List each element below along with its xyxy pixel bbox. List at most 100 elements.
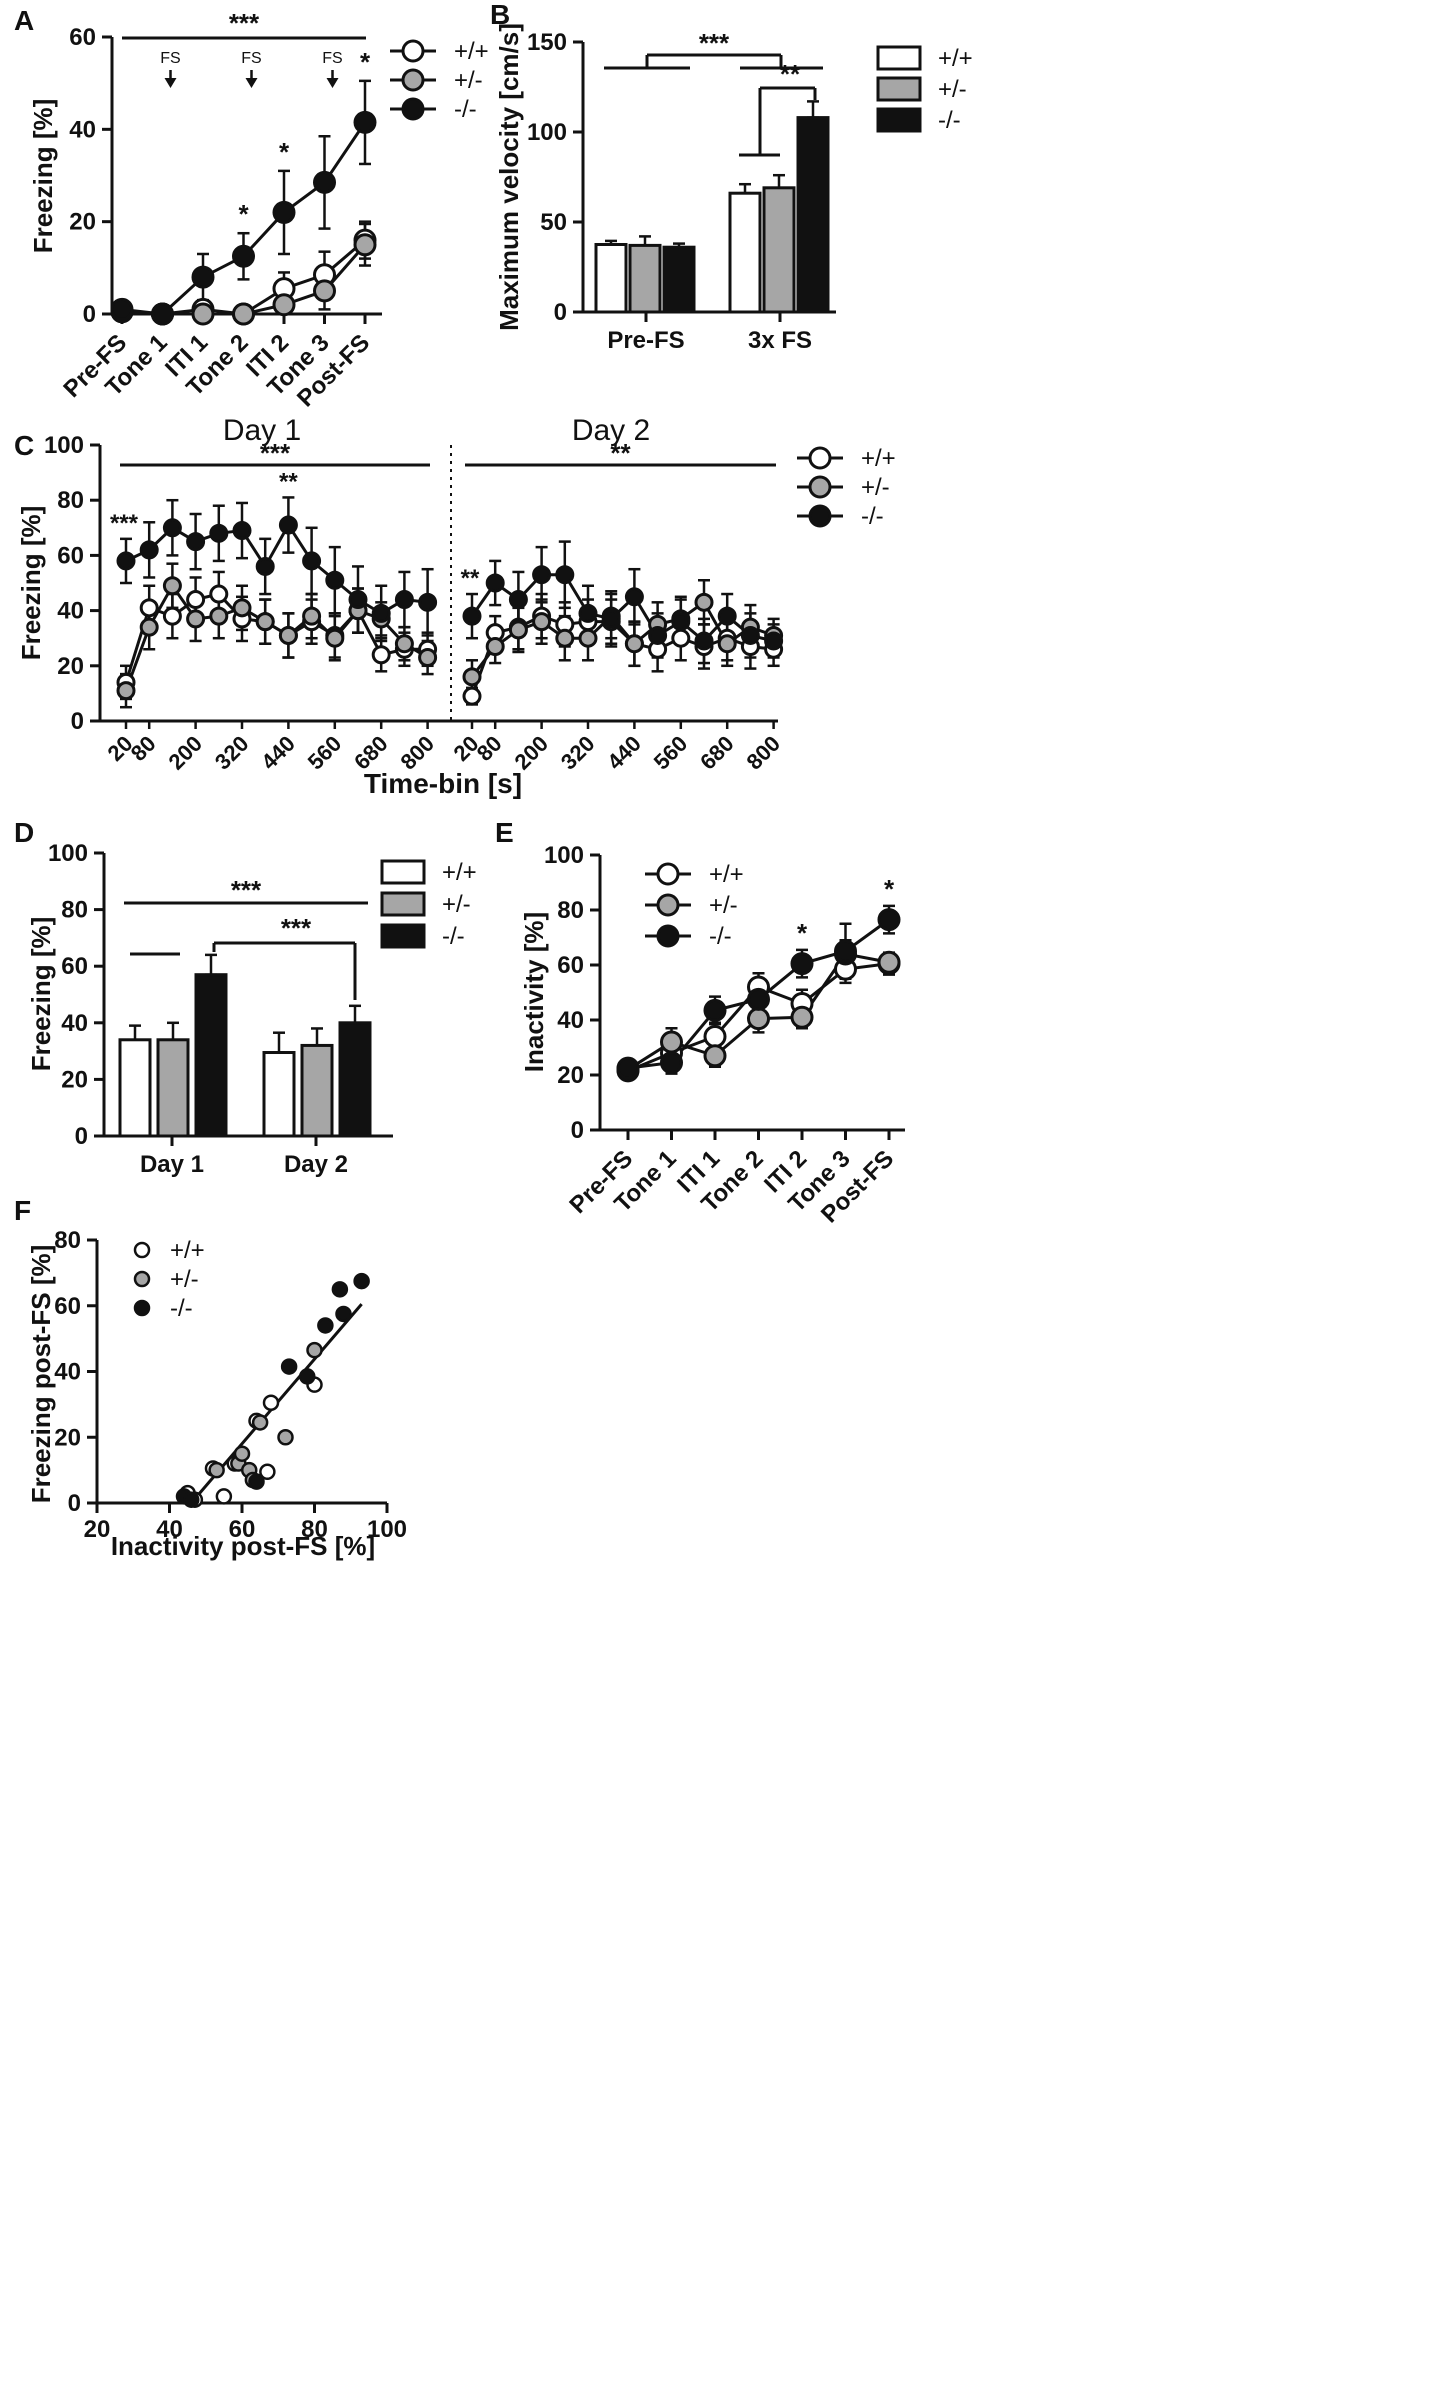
panel-e-legend-marker: [656, 862, 680, 886]
panel-e-data-point: [660, 1051, 683, 1075]
panel-b-bar: [762, 186, 796, 314]
panel-e-star: *: [797, 918, 808, 948]
panel-f-y-tick-label: 20: [54, 1424, 81, 1451]
panel-a-fs-arrow: [326, 78, 339, 88]
panel-b-y-tick-label: 50: [540, 209, 567, 236]
panel-e-data-point: [703, 1025, 727, 1048]
panel-c-data-point: [209, 606, 229, 626]
panel-f-x-tick-label: 40: [156, 1516, 183, 1543]
panel-c-y-tick-label: 100: [44, 432, 84, 459]
panel-e-data-point: [703, 998, 727, 1022]
panel-c-data-point: [648, 625, 668, 645]
panel-a-star: *: [279, 137, 290, 167]
panel-c-star: ***: [110, 510, 139, 537]
panel-e-y-tick-label: 60: [557, 952, 584, 979]
panel-a-legend-marker: [401, 39, 425, 63]
panel-f-x-tick-label: 60: [229, 1516, 256, 1543]
panel-c-x-tick-label: 440: [602, 731, 646, 775]
panel-c-legend-marker: [808, 504, 832, 528]
panel-c-data-point: [532, 612, 552, 632]
panel-a-fs-arrow: [245, 78, 258, 88]
panel-a-data-point: [110, 297, 134, 321]
panel-a-data-point: [191, 302, 215, 326]
panel-a-data-point: [232, 244, 255, 268]
panel-c-data-point: [302, 551, 322, 571]
panel-c-data-point: [462, 686, 482, 706]
panel-c-data-point: [717, 606, 737, 626]
panel-f-data-point: [262, 1394, 280, 1411]
panel-d-bar: [338, 1021, 372, 1138]
panel-b-y-label: Maximum velocity [cm/s]: [494, 23, 524, 331]
panel-f-x-tick-label: 20: [84, 1516, 111, 1543]
panel-c-data-point: [671, 628, 691, 648]
panel-d-bar: [300, 1043, 334, 1138]
panel-c-data-point: [418, 592, 438, 612]
panel-c-data-point: [348, 590, 368, 610]
panel-f-y-tick-label: 40: [54, 1359, 81, 1386]
panel-c-data-point: [485, 573, 505, 593]
panel-a-star: *: [360, 47, 371, 77]
panel-f-data-point: [331, 1281, 349, 1298]
panel-f-data-point: [215, 1488, 233, 1505]
panel-d-legend-label: +/+: [442, 859, 477, 886]
panel-e-data-point: [877, 908, 901, 932]
panel-e-data-point: [877, 950, 901, 974]
panel-a-fs-label: FS: [160, 50, 180, 67]
panel-d-legend-swatch: [380, 923, 426, 949]
panel-e-legend-marker: [656, 893, 680, 917]
panel-a-y-tick-label: 40: [69, 116, 96, 143]
panel-b-legend-swatch: [876, 76, 922, 102]
panel-d-x-tick-label: Day 2: [284, 1151, 348, 1178]
panel-c-data-point: [462, 667, 482, 687]
panel-c-data-point: [162, 576, 182, 596]
panel-c-data-point: [394, 590, 414, 610]
panel-c-data-point: [139, 598, 159, 618]
panel-c-data-point: [325, 570, 345, 590]
panel-label-f: F: [14, 1195, 31, 1226]
panel-f-y-tick-label: 80: [54, 1227, 81, 1254]
panel-a-data-point: [313, 170, 336, 194]
panel-c-y-tick-label: 60: [57, 542, 84, 569]
panel-c-data-point: [186, 532, 206, 552]
panel-f-legend-marker: [133, 1299, 151, 1317]
panel-c-data-point: [624, 587, 644, 607]
panel-a-y-label: Freezing [%]: [28, 99, 58, 254]
panel-e-y-tick-label: 40: [557, 1007, 584, 1034]
panel-c-x-tick-label: 320: [556, 731, 600, 775]
panel-c-x-tick-label: 560: [303, 731, 347, 775]
panel-b-bar: [662, 245, 696, 314]
panel-label-b: B: [490, 0, 510, 30]
panel-a-legend-marker: [401, 97, 425, 121]
panel-b-x-tick-label: Pre-FS: [607, 327, 684, 354]
panel-c-data-point: [740, 625, 760, 645]
panel-f-legend-label: -/-: [170, 1295, 193, 1322]
panel-c-data-point: [532, 565, 552, 585]
panel-a-fs-label: FS: [322, 50, 342, 67]
panel-c-data-point: [508, 590, 528, 610]
panel-c-legend-label: +/+: [861, 445, 896, 472]
panel-f-data-point: [306, 1341, 323, 1359]
panel-c-y-tick-label: 20: [57, 653, 84, 680]
panel-e-legend-label: -/-: [709, 923, 732, 950]
panel-c-data-point: [764, 631, 784, 651]
panel-a-data-point: [151, 302, 174, 326]
panel-c-data-point: [255, 556, 275, 576]
panel-a-legend-marker: [401, 68, 425, 92]
panel-f-data-point: [277, 1429, 294, 1446]
panel-a-star: *: [238, 199, 249, 229]
panel-e-y-tick-label: 100: [544, 842, 584, 869]
panel-c-x-tick-label: 80: [126, 731, 161, 766]
panel-c-data-point: [624, 634, 644, 654]
panel-c-data-point: [278, 625, 298, 645]
panel-c-data-point: [694, 592, 714, 612]
panel-b-legend-swatch: [876, 45, 922, 71]
panel-label-a: A: [14, 5, 34, 36]
panel-b-y-tick-label: 0: [554, 299, 567, 326]
panel-c-data-point: [116, 551, 136, 571]
panel-a-data-point: [272, 293, 296, 317]
panel-e-data-point: [616, 1056, 640, 1080]
panel-e-y-tick-label: 0: [571, 1117, 584, 1144]
panel-c-x-tick-label: 680: [695, 731, 739, 775]
panel-f-data-point: [233, 1445, 251, 1462]
panel-label-c: C: [14, 430, 34, 461]
